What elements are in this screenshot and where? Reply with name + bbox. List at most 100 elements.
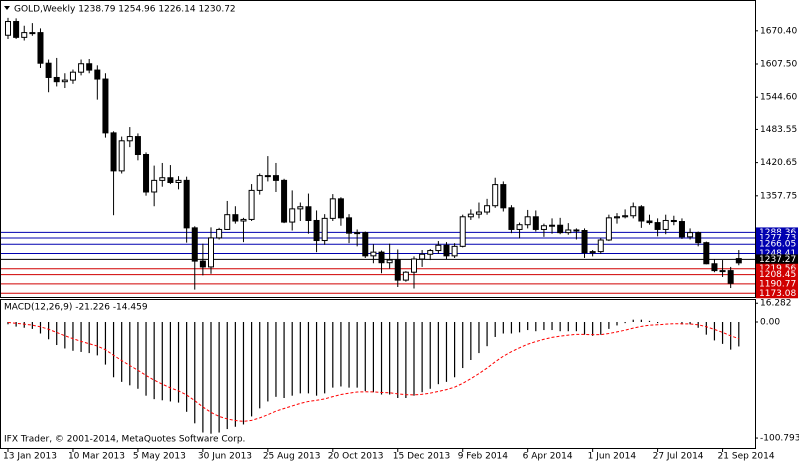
- candle-body: [167, 177, 174, 183]
- level-label: 1219.56: [759, 264, 796, 274]
- candle-body: [540, 225, 547, 230]
- candle-body: [69, 71, 76, 81]
- candle-body: [435, 244, 442, 252]
- macd-title: MACD(12,26,9) -21.226 -14.459: [4, 303, 148, 313]
- level-label: 1248.41: [759, 249, 796, 259]
- candle-body: [143, 154, 150, 193]
- candle-body: [532, 216, 539, 230]
- candle-body: [687, 232, 694, 238]
- candle-body: [557, 224, 564, 234]
- candle-body: [735, 258, 742, 264]
- candle-body: [264, 175, 271, 178]
- candle-body: [394, 259, 401, 281]
- candle-body: [638, 206, 645, 222]
- x-tick-label: 13 Jan 2013: [3, 452, 57, 462]
- level-label-box: [756, 254, 798, 265]
- candle-body: [37, 32, 44, 64]
- level-label: 1190.77: [759, 279, 796, 289]
- candle-body: [94, 69, 101, 80]
- candle-body: [337, 198, 344, 219]
- candle-body: [102, 78, 109, 134]
- level-label: 1266.05: [759, 240, 796, 250]
- candle-body: [589, 251, 596, 254]
- level-label-box: [756, 248, 798, 259]
- candle-body: [549, 224, 556, 227]
- candle-body: [492, 184, 499, 207]
- copyright: IFX Trader, © 2001-2014, MetaQuotes Soft…: [4, 435, 245, 445]
- candle-body: [500, 184, 507, 209]
- main-pane: [0, 0, 756, 298]
- chart-title: GOLD,Weekly 1238.79 1254.96 1226.14 1230…: [14, 5, 236, 15]
- level-label-box: [756, 233, 798, 244]
- candle-body: [662, 219, 669, 230]
- x-tick-label: 20 Oct 2013: [328, 452, 384, 462]
- candle-body: [45, 62, 52, 78]
- candle-body: [248, 189, 255, 220]
- candle-body: [516, 224, 523, 230]
- y-tick-label: 1483.55: [760, 125, 797, 135]
- candle-body: [256, 175, 263, 191]
- x-tick-label: 15 Dec 2013: [393, 452, 451, 462]
- candle-body: [126, 136, 133, 142]
- candle-body: [581, 230, 588, 254]
- candle-body: [370, 251, 377, 257]
- candle-body: [524, 216, 531, 226]
- candle-body: [597, 239, 604, 253]
- candle-body: [484, 205, 491, 213]
- candle-body: [467, 213, 474, 218]
- candle-body: [614, 216, 620, 219]
- candle-body: [151, 179, 158, 193]
- candle-body: [305, 206, 312, 221]
- candle-body: [297, 206, 304, 210]
- candle-body: [354, 232, 361, 235]
- candle-body: [281, 179, 288, 223]
- candle-body: [711, 263, 718, 272]
- x-tick-label: 10 Mar 2013: [68, 452, 125, 462]
- candle-body: [191, 227, 198, 262]
- candle-body: [362, 232, 369, 257]
- x-tick-label: 21 Sep 2014: [718, 452, 775, 462]
- candle-body: [159, 177, 166, 181]
- level-label-box: [756, 263, 798, 274]
- candle-body: [321, 217, 328, 242]
- candle-body: [646, 220, 653, 224]
- y-tick-label: 0.00: [760, 317, 780, 327]
- level-label-box: [756, 288, 798, 299]
- level-label-box: [756, 227, 798, 238]
- candle-body: [118, 140, 125, 172]
- menu-arrow[interactable]: [4, 6, 10, 10]
- candle-body: [703, 242, 710, 265]
- candle-body: [443, 244, 450, 257]
- y-tick-label: 1357.75: [760, 191, 797, 201]
- level-label-box: [756, 239, 798, 250]
- y-tick-label: 1670.40: [760, 26, 797, 36]
- level-label: 1288.36: [759, 228, 796, 238]
- candle-body: [427, 250, 434, 255]
- candle-body: [573, 229, 580, 232]
- candle-body: [670, 219, 677, 223]
- y-tick-label: 1544.60: [760, 93, 797, 103]
- macd-pane: [0, 299, 756, 449]
- candle-body: [459, 216, 466, 247]
- candle-body: [21, 32, 28, 38]
- level-label-box: [756, 278, 798, 289]
- candle-body: [565, 229, 572, 234]
- candle-body: [386, 259, 393, 264]
- candle-body: [419, 253, 426, 260]
- level-label: 1173.08: [759, 289, 796, 299]
- candle-body: [605, 217, 612, 241]
- candle-body: [240, 218, 247, 222]
- candle-body: [451, 245, 458, 257]
- y-tick-label: 1607.50: [760, 60, 797, 70]
- y-tick-label: -100.793: [760, 434, 799, 444]
- candle-body: [224, 214, 231, 230]
- candle-body: [402, 271, 409, 281]
- y-tick-label: 1420.65: [760, 158, 797, 168]
- candle-body: [86, 63, 93, 71]
- x-tick-label: 1 Jun 2014: [588, 452, 637, 462]
- level-label: 1277.73: [759, 234, 796, 244]
- x-tick-label: 27 Jul 2014: [653, 452, 704, 462]
- level-label: 1237.27: [759, 255, 796, 265]
- candle-body: [622, 215, 629, 218]
- x-tick-label: 30 Jun 2013: [198, 452, 252, 462]
